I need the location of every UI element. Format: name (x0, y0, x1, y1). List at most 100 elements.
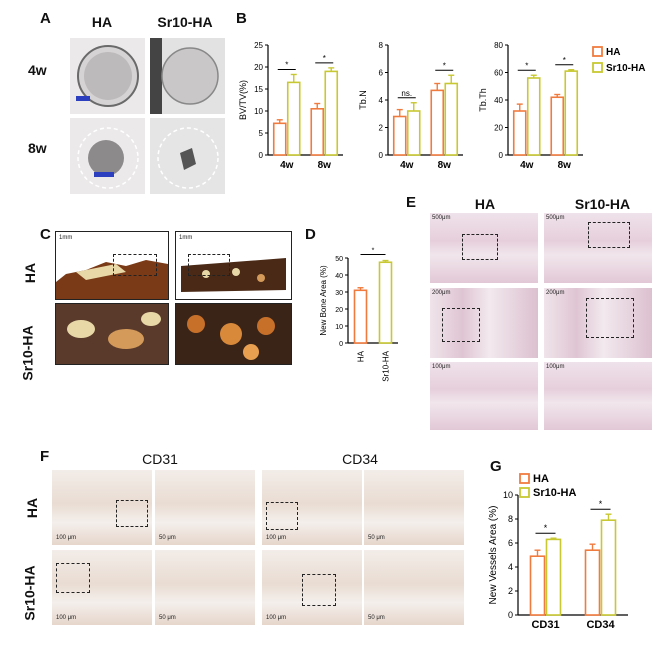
panel-label-a: A (40, 10, 51, 27)
y-tick-label: 20 (335, 307, 343, 314)
x-tick-label: Sr10-HA (382, 350, 391, 381)
ihc-cd34-sr10ha-high: 50 μm (364, 550, 464, 625)
x-tick-label: 8w (438, 160, 452, 171)
ihc-box (116, 500, 148, 527)
bar (310, 108, 325, 156)
he-scale: 200μm (432, 290, 451, 296)
he-ha-100: 100μm (430, 362, 538, 430)
he-scale: 500μm (546, 215, 565, 221)
panel-g-chart: 0 2 4 6 8 10 New Vessels Area (%) CD31 * CD34 * HA S… (488, 473, 628, 631)
legend-swatch (519, 487, 530, 498)
bar (392, 115, 407, 156)
y-tick-label: 10 (335, 324, 343, 331)
he-scale: 100μm (432, 364, 451, 370)
ihc-scale: 100 μm (266, 535, 287, 541)
microct-ha-4w (70, 38, 145, 114)
panel-e-col-ha: HA (474, 196, 496, 212)
x-tick-label: HA (357, 350, 366, 362)
chart-new-bone-area: 0 10 20 30 40 50 New Bone Area (%) HA Sr10-HA * (319, 248, 398, 382)
legend-swatch (592, 46, 603, 57)
bar (512, 110, 527, 156)
bar (286, 81, 301, 156)
y-axis-label: New Vessels Area (%) (488, 506, 499, 605)
y-axis-label: Tb.N (358, 90, 368, 110)
y-tick-label: 80 (494, 41, 503, 50)
ihc-cd34-ha-high: 50 μm (364, 470, 464, 545)
he-sr10ha-box-2 (586, 298, 634, 338)
bar (272, 122, 287, 156)
x-tick-label: 4w (280, 160, 294, 171)
panel-a-col-sr10ha: Sr10-HA (157, 14, 213, 30)
y-tick-label: 8 (508, 514, 513, 524)
bar (444, 82, 459, 156)
chart-tbn: 0 2 4 6 8 Tb.N 4w ns. 8w * (358, 41, 463, 171)
y-tick-label: 20 (494, 124, 503, 133)
bar (529, 555, 546, 616)
y-tick-label: 6 (379, 69, 384, 78)
y-tick-label: 2 (508, 586, 513, 596)
bar (584, 549, 601, 616)
bar (378, 261, 393, 344)
y-tick-label: 5 (259, 129, 264, 138)
y-axis-label: BV/TV(%) (238, 80, 248, 120)
bar (353, 289, 368, 344)
ihc-cd31-ha-high: 50 μm (155, 470, 255, 545)
y-tick-label: 4 (379, 96, 384, 105)
ihc-cd31-sr10ha-high: 50 μm (155, 550, 255, 625)
bar (600, 519, 617, 616)
ihc-scale: 100 μm (56, 615, 77, 621)
significance-label: * (544, 523, 548, 533)
legend-label: Sr10-HA (606, 63, 645, 74)
he-scale: 200μm (546, 290, 565, 296)
bar (526, 77, 541, 156)
he-sr10ha-500: 500μm (544, 213, 652, 283)
chart-tbth: 0 20 40 60 80 Tb.Th 4w * 8w * HA Sr10-HA (478, 41, 645, 171)
ihc-scale: 50 μm (368, 615, 385, 621)
microct-sr10ha-8w (150, 118, 225, 194)
he-sr10ha-box-1 (588, 222, 630, 248)
panel-label-e: E (406, 194, 417, 211)
panel-c-scale-1: 1mm (59, 235, 73, 241)
panel-f-row-sr10ha: Sr10-HA (21, 565, 38, 621)
x-tick-label: CD34 (586, 619, 615, 631)
panel-a-row-8w: 8w (28, 140, 47, 156)
chart-bvtv: 0 5 10 15 20 25 BV/TV(%) 4w * 8w * (238, 41, 343, 171)
panel-label-f: F (40, 448, 50, 465)
y-tick-label: 25 (254, 41, 263, 50)
ihc-cd34-ha-low: 100 μm (262, 470, 362, 545)
panel-c-row-ha: HA (22, 262, 39, 284)
bar (430, 89, 445, 156)
legend-label: HA (606, 47, 620, 58)
he-ha-box-1 (462, 234, 498, 260)
y-tick-label: 0 (339, 341, 343, 348)
bar (545, 538, 562, 616)
ihc-box (56, 563, 90, 593)
ihc-cd34-sr10ha-low: 100 μm (262, 550, 362, 625)
ihc-cd31-sr10ha-low: 100 μm (52, 550, 152, 625)
panel-c-sr10ha-overview: 1mm (175, 231, 292, 300)
y-tick-label: 8 (379, 41, 384, 50)
he-ha-box-2 (442, 308, 480, 342)
significance-label: * (443, 61, 446, 70)
panel-c-zoom-box-ha (113, 254, 157, 276)
panel-b-charts: 0 5 10 15 20 25 BV/TV(%) 4w * 8w * 0 2 4 6 8 Tb.N 4w ns. 8… (238, 41, 645, 171)
y-tick-label: 40 (335, 273, 343, 280)
x-tick-label: 4w (520, 160, 534, 171)
ihc-box (302, 574, 336, 606)
significance-label: * (372, 248, 375, 255)
significance-label: ns. (401, 89, 412, 98)
panel-label-g: G (490, 458, 502, 475)
panel-e-col-sr10ha: Sr10-HA (574, 196, 631, 212)
panel-c-row-sr10ha: Sr10-HA (19, 325, 36, 381)
x-tick-label: CD31 (531, 619, 559, 631)
panel-c-scale-2: 1mm (179, 235, 193, 241)
y-tick-label: 0 (508, 610, 513, 620)
y-tick-label: 30 (335, 290, 343, 297)
panel-c-sr10ha-zoom (175, 303, 292, 365)
significance-label: * (285, 60, 288, 69)
y-tick-label: 10 (503, 490, 513, 500)
panel-label-c: C (40, 226, 51, 243)
y-tick-label: 40 (494, 96, 503, 105)
panel-label-d: D (305, 226, 316, 243)
x-tick-label: 8w (318, 160, 332, 171)
